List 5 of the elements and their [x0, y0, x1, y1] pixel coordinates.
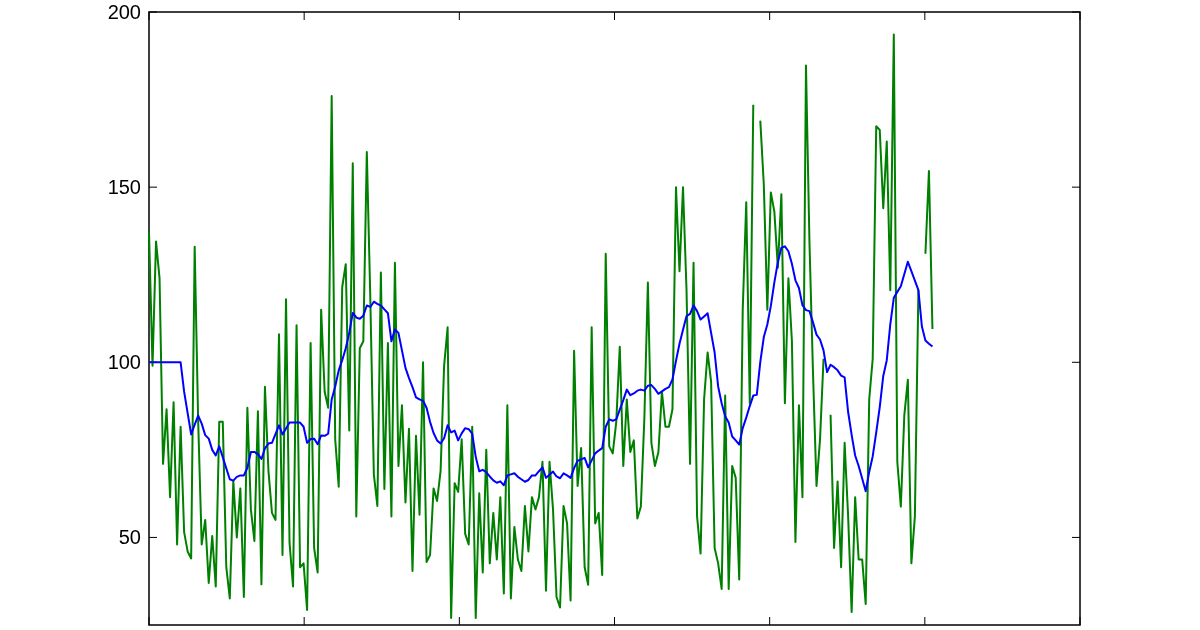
y-tick-label: 100 — [107, 351, 141, 374]
y-tick-label: 200 — [107, 1, 141, 23]
y-tick-label: 50 — [118, 526, 141, 549]
line-series — [148, 245, 934, 493]
y-tick-label: 150 — [107, 176, 141, 199]
